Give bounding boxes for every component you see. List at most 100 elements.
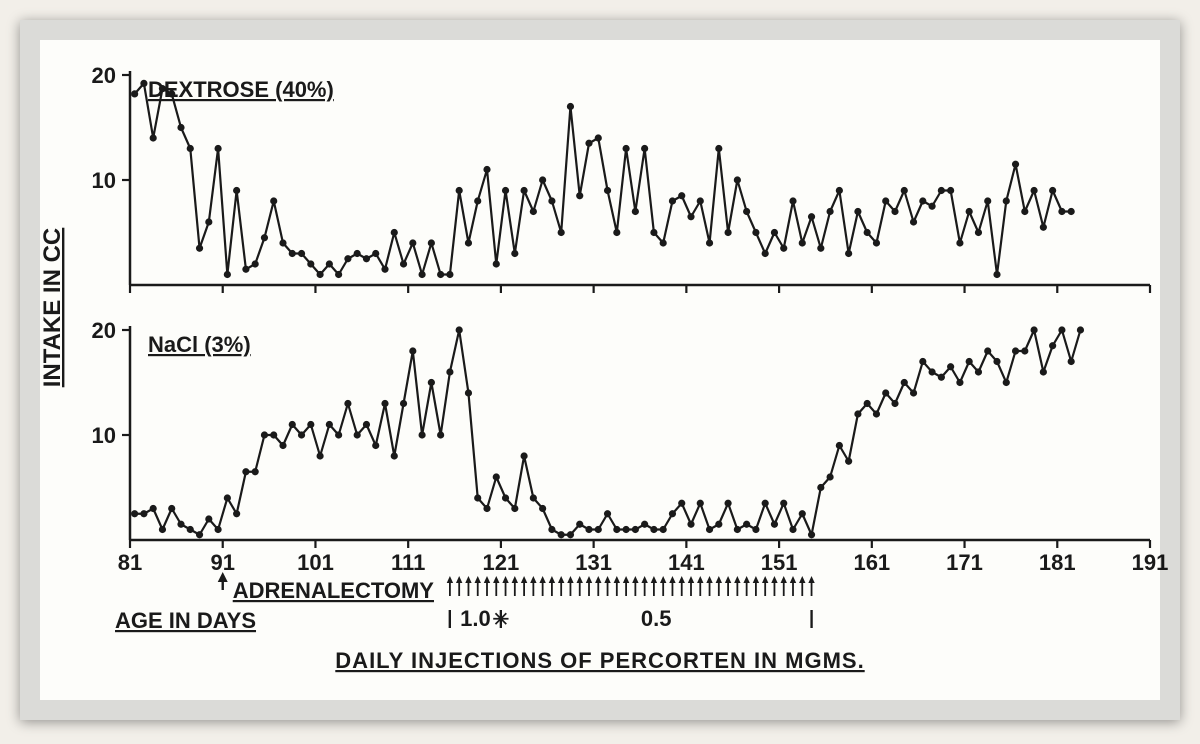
marker-dextrose: [214, 145, 221, 152]
marker-nacl: [632, 526, 639, 533]
panel-label-dextrose: DEXTROSE (40%): [148, 77, 334, 102]
marker-nacl: [1040, 368, 1047, 375]
marker-nacl: [252, 468, 259, 475]
marker-dextrose: [613, 229, 620, 236]
marker-dextrose: [687, 213, 694, 220]
marker-nacl: [474, 494, 481, 501]
x-tick-label: 121: [483, 550, 520, 575]
marker-dextrose: [808, 213, 815, 220]
marker-dextrose: [177, 124, 184, 131]
marker-dextrose: [910, 218, 917, 225]
marker-nacl: [678, 500, 685, 507]
marker-nacl: [864, 400, 871, 407]
marker-nacl: [984, 347, 991, 354]
marker-nacl: [567, 531, 574, 538]
marker-nacl: [159, 526, 166, 533]
marker-nacl: [446, 368, 453, 375]
adrenalectomy-label: ADRENALECTOMY: [233, 578, 435, 603]
marker-dextrose: [604, 187, 611, 194]
marker-dextrose: [864, 229, 871, 236]
marker-nacl: [140, 510, 147, 517]
marker-dextrose: [520, 187, 527, 194]
marker-nacl: [993, 358, 1000, 365]
marker-dextrose: [150, 134, 157, 141]
marker-dextrose: [975, 229, 982, 236]
marker-nacl: [558, 531, 565, 538]
marker-dextrose: [632, 208, 639, 215]
marker-dextrose: [919, 197, 926, 204]
marker-nacl: [150, 505, 157, 512]
marker-dextrose: [650, 229, 657, 236]
marker-nacl: [437, 431, 444, 438]
marker-nacl: [789, 526, 796, 533]
marker-nacl: [270, 431, 277, 438]
marker-dextrose: [641, 145, 648, 152]
marker-dextrose: [576, 192, 583, 199]
marker-nacl: [344, 400, 351, 407]
marker-dextrose: [854, 208, 861, 215]
marker-dextrose: [409, 239, 416, 246]
marker-nacl: [919, 358, 926, 365]
marker-dextrose: [966, 208, 973, 215]
marker-nacl: [279, 442, 286, 449]
marker-nacl: [456, 326, 463, 333]
marker-dextrose: [984, 197, 991, 204]
marker-nacl: [335, 431, 342, 438]
marker-dextrose: [456, 187, 463, 194]
marker-nacl: [316, 452, 323, 459]
marker-dextrose: [446, 271, 453, 278]
marker-dextrose: [1068, 208, 1075, 215]
marker-dextrose: [474, 197, 481, 204]
marker-nacl: [400, 400, 407, 407]
marker-nacl: [354, 431, 361, 438]
marker-nacl: [1049, 342, 1056, 349]
marker-nacl: [1068, 358, 1075, 365]
marker-nacl: [131, 510, 138, 517]
marker-nacl: [622, 526, 629, 533]
marker-dextrose: [836, 187, 843, 194]
marker-dextrose: [780, 245, 787, 252]
chart-svg: 1020DEXTROSE (40%)1020819110111112113114…: [20, 20, 1180, 720]
marker-nacl: [697, 500, 704, 507]
marker-nacl: [493, 473, 500, 480]
injection-caption: DAILY INJECTIONS OF PERCORTEN IN MGMS.: [335, 648, 864, 673]
marker-nacl: [1058, 326, 1065, 333]
marker-nacl: [1003, 379, 1010, 386]
marker-nacl: [650, 526, 657, 533]
marker-nacl: [520, 452, 527, 459]
marker-dextrose: [622, 145, 629, 152]
x-tick-label: 161: [853, 550, 890, 575]
marker-nacl: [1012, 347, 1019, 354]
marker-nacl: [298, 431, 305, 438]
marker-nacl: [799, 510, 806, 517]
marker-dextrose: [901, 187, 908, 194]
x-tick-label: 131: [575, 550, 612, 575]
marker-dextrose: [567, 103, 574, 110]
marker-dextrose: [242, 266, 249, 273]
marker-nacl: [1077, 326, 1084, 333]
dose-label: 0.5: [641, 606, 672, 631]
marker-dextrose: [354, 250, 361, 257]
marker-dextrose: [1058, 208, 1065, 215]
marker-dextrose: [511, 250, 518, 257]
marker-nacl: [168, 505, 175, 512]
x-tick-label: 191: [1132, 550, 1169, 575]
y-tick-label: 10: [92, 423, 116, 448]
marker-nacl: [261, 431, 268, 438]
marker-nacl: [956, 379, 963, 386]
marker-nacl: [391, 452, 398, 459]
marker-nacl: [826, 473, 833, 480]
marker-dextrose: [826, 208, 833, 215]
marker-dextrose: [548, 197, 555, 204]
marker-nacl: [938, 374, 945, 381]
marker-dextrose: [724, 229, 731, 236]
x-tick-label: 81: [118, 550, 142, 575]
marker-dextrose: [558, 229, 565, 236]
x-tick-label: 111: [391, 550, 425, 575]
marker-dextrose: [585, 140, 592, 147]
marker-nacl: [891, 400, 898, 407]
marker-dextrose: [928, 203, 935, 210]
marker-nacl: [214, 526, 221, 533]
marker-nacl: [910, 389, 917, 396]
marker-nacl: [817, 484, 824, 491]
